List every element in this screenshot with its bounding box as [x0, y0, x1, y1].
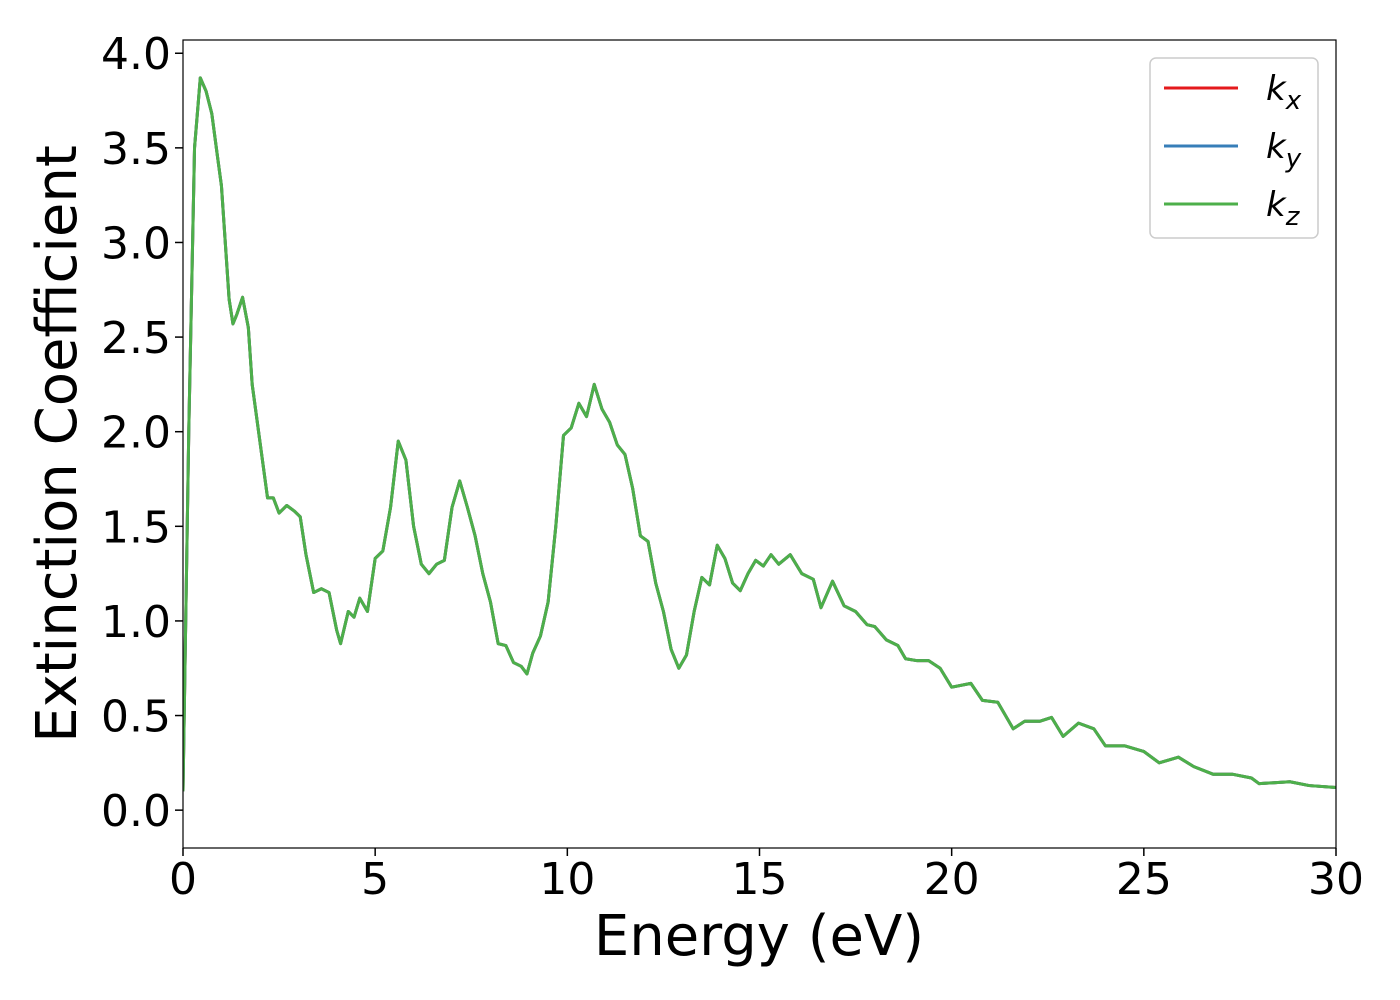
y-tick-label: 0.0: [101, 786, 171, 837]
y-axis-label: Extinction Coefficient: [25, 145, 90, 743]
data-line: [183, 76, 1336, 792]
x-axis-label: Energy (eV): [594, 904, 924, 969]
y-tick-label: 0.5: [101, 692, 171, 743]
legend-box: [1149, 57, 1319, 239]
y-tick-label: 2.5: [101, 313, 171, 364]
x-tick-label: 5: [361, 854, 389, 905]
y-tick-label: 3.5: [101, 124, 171, 175]
x-tick-label: 10: [539, 854, 595, 905]
legend-label: kz: [1266, 185, 1301, 232]
y-tick-label: 3.0: [101, 218, 171, 269]
x-tick-label: 30: [1308, 854, 1364, 905]
legend-label: ky: [1266, 127, 1302, 174]
x-tick-label: 15: [732, 854, 788, 905]
y-tick-label: 1.5: [101, 502, 171, 553]
y-tick-label: 4.0: [101, 29, 171, 80]
plot-frame: [182, 39, 1337, 849]
y-tick-label: 2.0: [101, 408, 171, 459]
legend-label: kx: [1266, 69, 1302, 116]
x-tick-label: 0: [169, 854, 197, 905]
y-tick-label: 1.0: [101, 597, 171, 648]
x-tick-label: 20: [924, 854, 980, 905]
x-tick-label: 25: [1116, 854, 1172, 905]
